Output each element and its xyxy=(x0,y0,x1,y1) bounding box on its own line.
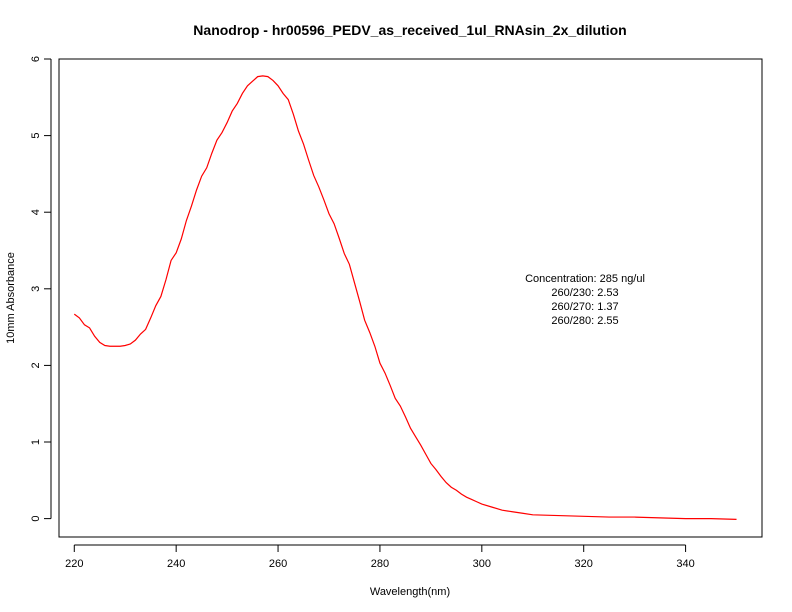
y-tick-label: 5 xyxy=(30,133,42,139)
annotation-concentration: Concentration: 285 ng/ul xyxy=(525,273,645,285)
plot-frame xyxy=(58,58,763,538)
annotation-ratio-260-270: 260/270: 1.37 xyxy=(551,301,618,313)
annotation-ratio-260-280: 260/280: 2.55 xyxy=(551,315,618,327)
y-axis-label: 10mm Absorbance xyxy=(5,252,17,344)
annotation-ratio-260-230: 260/230: 2.53 xyxy=(551,287,618,299)
x-tick-label: 280 xyxy=(371,558,389,570)
y-tick-label: 0 xyxy=(30,516,42,522)
x-tick-label: 260 xyxy=(269,558,287,570)
chart-title: Nanodrop - hr00596_PEDV_as_received_1ul_… xyxy=(193,22,626,38)
x-tick-label: 320 xyxy=(575,558,593,570)
measurement-annotations: Concentration: 285 ng/ul 260/230: 2.53 2… xyxy=(525,273,645,327)
y-tick-label: 6 xyxy=(30,56,42,62)
x-tick-label: 220 xyxy=(65,558,83,570)
y-axis: 0 1 2 3 4 5 6 xyxy=(30,56,52,522)
absorbance-line xyxy=(73,75,737,520)
y-tick-label: 1 xyxy=(30,439,42,445)
x-tick-label: 300 xyxy=(473,558,491,570)
x-tick-label: 340 xyxy=(676,558,694,570)
x-axis: 220 240 260 280 300 320 340 xyxy=(65,544,695,570)
y-tick-label: 2 xyxy=(30,362,42,368)
x-axis-label: Wavelength(nm) xyxy=(370,586,450,598)
x-tick-label: 240 xyxy=(167,558,185,570)
y-tick-label: 4 xyxy=(30,209,42,215)
y-tick-label: 3 xyxy=(30,286,42,292)
